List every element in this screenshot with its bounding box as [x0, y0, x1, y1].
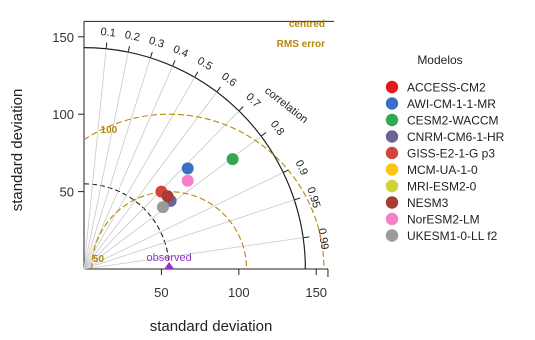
legend-label: UKESM1-0-LL f2 — [407, 229, 498, 243]
rms-contour-label: 100 — [101, 125, 118, 136]
correlation-tick-label: 0.5 — [195, 55, 214, 73]
correlation-tick-mark — [294, 197, 301, 201]
legend-label: MRI-ESM2-0 — [407, 180, 477, 194]
correlation-tick-label: 0.2 — [124, 29, 141, 44]
x-tick-label: 100 — [228, 285, 250, 300]
correlation-ray — [83, 48, 107, 270]
observed-marker — [164, 262, 175, 269]
correlation-ray — [83, 237, 304, 270]
y-axis-title: standard deviation — [9, 89, 26, 212]
legend-marker — [385, 97, 399, 110]
correlation-tick-label: 0.9 — [293, 158, 310, 177]
data-point — [181, 162, 194, 175]
correlation-tick-mark — [260, 132, 267, 137]
correlation-ray — [83, 65, 173, 270]
data-point — [161, 190, 174, 203]
legend-marker — [385, 179, 399, 193]
rms-title-line2: RMS error — [277, 39, 325, 50]
data-point — [156, 201, 169, 214]
legend: ACCESS-CM2 AWI-CM-1-1-MR CESM2-WACCM CNRM-C… — [385, 80, 505, 243]
data-point — [226, 153, 239, 166]
legend-marker — [385, 146, 399, 160]
correlation-tick-mark — [127, 45, 131, 53]
legend-marker — [385, 130, 399, 143]
legend-marker — [385, 212, 399, 226]
correlation-ray — [83, 77, 196, 270]
plot-area: 50 100 150 50 100 150 0.1 0.2 0.3 0.4 0.5 0.6 0.7 0.8… — [52, 20, 334, 300]
correlation-tick-label: 0.99 — [316, 227, 331, 250]
y-tick-label: 50 — [60, 185, 74, 200]
correlation-tick-label: 0.3 — [147, 35, 165, 51]
legend-label: CESM2-WACCM — [407, 114, 499, 128]
correlation-tick-mark — [194, 71, 199, 78]
legend-marker — [385, 80, 399, 94]
legend-marker — [385, 229, 399, 242]
x-axis-title: standard deviation — [150, 318, 273, 335]
legend-label: ACCESS-CM2 — [407, 81, 486, 95]
correlation-tick-mark — [149, 51, 153, 58]
correlation-tick-label: 0.1 — [100, 26, 116, 39]
legend-marker — [385, 163, 399, 176]
y-tick-label: 150 — [52, 30, 74, 45]
data-point — [181, 174, 194, 187]
legend-marker — [385, 196, 399, 209]
legend-marker — [385, 113, 399, 127]
correlation-ray — [83, 199, 295, 270]
correlation-tick-mark — [105, 42, 108, 49]
legend-label: NESM3 — [407, 196, 449, 210]
correlation-arc — [83, 47, 306, 270]
correlation-tick-label: 0.7 — [243, 91, 262, 110]
rms-contour-label: 50 — [93, 254, 105, 265]
correlation-tick-mark — [172, 60, 176, 67]
correlation-ray — [83, 172, 284, 270]
correlation-tick-mark — [238, 106, 244, 112]
rms-title-line1: centred — [289, 19, 325, 30]
legend-label: MCM-UA-1-0 — [407, 163, 478, 177]
correlation-ray — [83, 57, 151, 270]
legend-label: NorESM2-LM — [407, 213, 480, 227]
correlation-ray — [83, 91, 218, 270]
correlation-tick-label: 0.95 — [304, 186, 322, 210]
correlation-tick-label: 0.6 — [219, 70, 238, 89]
legend-label: AWI-CM-1-1-MR — [407, 97, 496, 111]
legend-label: GISS-E2-1-G p3 — [407, 147, 495, 161]
correlation-tick-label: 0.4 — [171, 43, 190, 60]
observed-label: observed — [147, 252, 192, 264]
legend-label: CNRM-CM6-1-HR — [407, 130, 505, 144]
correlation-tick-label: 0.8 — [268, 118, 287, 137]
correlation-ray — [83, 52, 129, 270]
rms-contour — [83, 113, 325, 270]
correlation-tick-mark — [303, 236, 310, 239]
correlation-label: correlation — [262, 85, 310, 126]
x-tick-label: 50 — [154, 285, 168, 300]
y-tick-label: 100 — [52, 107, 74, 122]
legend-title: Modelos — [417, 53, 462, 67]
correlation-tick-mark — [216, 86, 221, 93]
x-tick-label: 150 — [305, 285, 327, 300]
